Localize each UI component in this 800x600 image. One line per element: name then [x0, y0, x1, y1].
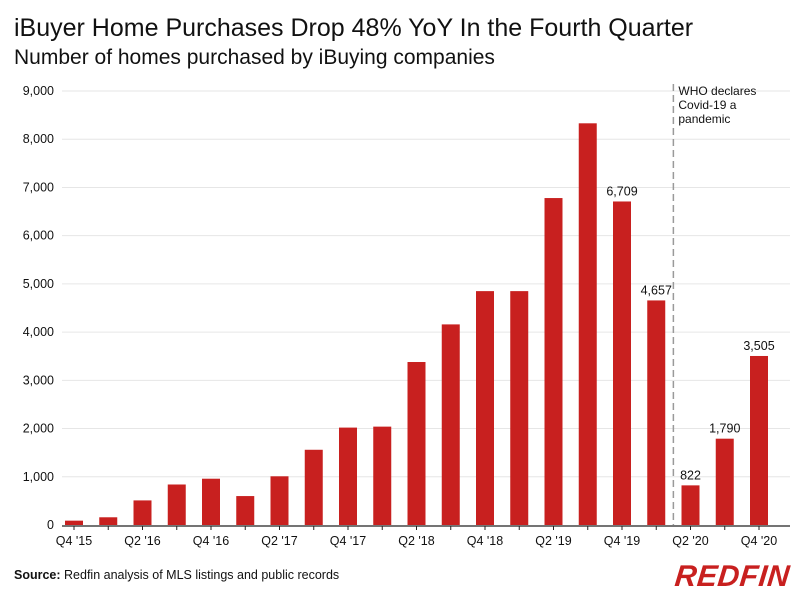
bar — [133, 500, 152, 525]
bar — [373, 426, 392, 525]
x-tick-label: Q4 '16 — [193, 534, 229, 548]
bars — [65, 123, 768, 525]
x-tick-label: Q2 '16 — [124, 534, 160, 548]
bar — [715, 438, 734, 525]
bar — [65, 520, 83, 525]
chart-title: iBuyer Home Purchases Drop 48% YoY In th… — [14, 14, 694, 42]
x-tick-label: Q4 '18 — [467, 534, 503, 548]
annotation-text: WHO declares Covid-19 a pandemic — [678, 84, 756, 126]
annotation-line: pandemic — [678, 112, 730, 126]
bar — [578, 123, 597, 525]
bar — [613, 201, 631, 525]
bar — [304, 449, 323, 525]
bar — [647, 300, 666, 525]
bar — [510, 291, 529, 525]
chart-subtitle: Number of homes purchased by iBuying com… — [14, 46, 495, 69]
bar — [167, 484, 186, 525]
bar — [270, 476, 289, 525]
y-tick-label: 8,000 — [23, 132, 54, 146]
x-tick-label: Q2 '19 — [535, 534, 571, 548]
x-tick-label: Q4 '19 — [604, 534, 640, 548]
y-tick-label: 1,000 — [23, 470, 54, 484]
x-tick-label: Q2 '18 — [398, 534, 434, 548]
bar — [476, 291, 494, 525]
y-axis-tick-labels: 0 1,000 2,000 3,000 4,000 5,000 6,000 7,000 8,00… — [23, 84, 54, 532]
x-tick-label: Q2 '17 — [261, 534, 297, 548]
source-text: Redfin analysis of MLS listings and publ… — [60, 568, 340, 582]
bar — [99, 517, 118, 525]
y-tick-label: 0 — [47, 518, 54, 532]
bar — [339, 427, 357, 525]
y-tick-label: 5,000 — [23, 277, 54, 291]
y-tick-label: 9,000 — [23, 84, 54, 98]
bar — [202, 478, 220, 525]
gridlines — [62, 90, 790, 527]
data-label: 3,505 — [743, 339, 774, 353]
data-label: 4,657 — [641, 283, 672, 297]
annotation-line: WHO declares — [678, 84, 756, 98]
bar — [441, 324, 460, 525]
bar — [750, 355, 768, 525]
x-tick-label: Q2 '20 — [672, 534, 708, 548]
annotation-line: Covid-19 a — [678, 98, 736, 112]
bar — [544, 198, 563, 525]
y-tick-label: 2,000 — [23, 422, 54, 436]
x-tick-label: Q4 '20 — [741, 534, 777, 548]
bar — [681, 485, 700, 525]
y-tick-label: 3,000 — [23, 373, 54, 387]
data-label: 822 — [680, 468, 701, 482]
data-labels: 6,709 4,657 822 1,790 3,505 — [606, 184, 774, 482]
x-tick-label: Q4 '17 — [330, 534, 366, 548]
bar — [236, 496, 255, 525]
source-label: Source: — [14, 568, 61, 582]
source-note: Source: Redfin analysis of MLS listings … — [14, 568, 339, 582]
y-tick-label: 6,000 — [23, 229, 54, 243]
data-label: 6,709 — [606, 184, 637, 198]
pandemic-divider: WHO declares Covid-19 a pandemic — [672, 84, 756, 525]
bar — [407, 362, 426, 525]
y-tick-label: 4,000 — [23, 325, 54, 339]
y-tick-label: 7,000 — [23, 180, 54, 194]
x-tick-label: Q4 '15 — [56, 534, 92, 548]
x-axis-tick-labels: Q4 '15 Q2 '16 Q4 '16 Q2 '17 Q4 '17 Q2 '18 Q4 '… — [56, 526, 777, 548]
redfin-logo: REDFIN — [673, 560, 792, 593]
data-label: 1,790 — [709, 422, 740, 436]
